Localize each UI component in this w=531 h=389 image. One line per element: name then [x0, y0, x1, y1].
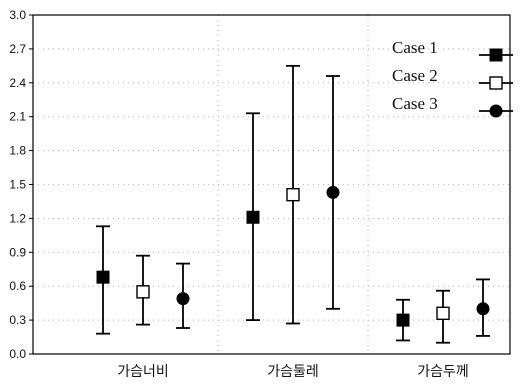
y-tick-label: 0.6	[9, 279, 26, 293]
legend-marker	[489, 76, 503, 90]
x-tick-label: 가슴너비	[117, 364, 169, 380]
data-point	[326, 185, 340, 199]
y-tick-labels: 0.0 0.3 0.6 0.9 1.2 1.5 1.8 2.1 2.4 2.7 3.0	[9, 8, 26, 361]
legend-label: Case 3	[392, 94, 438, 113]
legend-label: Case 1	[392, 38, 438, 57]
y-tick-label: 2.1	[9, 110, 26, 124]
legend-marker	[489, 48, 503, 62]
y-tick-label: 2.7	[9, 42, 26, 56]
data-point	[176, 292, 190, 306]
series-1	[96, 112, 410, 342]
y-tick-label: 0.9	[9, 245, 26, 259]
grid	[33, 15, 510, 354]
series-3	[176, 75, 490, 337]
legend-label: Case 2	[392, 66, 438, 85]
plot-frame	[32, 14, 511, 355]
x-tick-labels: 가슴너비 가슴둘레 가슴두께	[117, 364, 469, 380]
x-tick-label: 가슴두께	[417, 364, 469, 380]
y-tick-label: 1.8	[9, 144, 26, 158]
y-tick-label: 1.2	[9, 211, 26, 225]
data-point	[436, 306, 450, 321]
axes	[29, 14, 511, 355]
x-tick-label: 가슴둘레	[267, 364, 319, 380]
y-tick-label: 2.4	[9, 76, 26, 90]
data-point	[396, 313, 410, 327]
data-point	[476, 302, 490, 316]
y-tick-label: 3.0	[9, 8, 26, 22]
y-tick-label: 1.5	[9, 178, 26, 192]
y-tick-label: 0.3	[9, 313, 26, 327]
data-point	[286, 187, 300, 202]
data-point	[246, 210, 260, 224]
legend-marker	[489, 104, 503, 118]
series	[96, 64, 490, 344]
legend: Case 1 Case 2 Case 3	[392, 38, 513, 118]
y-tick-label: 0.0	[9, 347, 26, 361]
data-point	[96, 270, 110, 284]
data-point	[136, 285, 150, 299]
series-2	[136, 64, 450, 344]
